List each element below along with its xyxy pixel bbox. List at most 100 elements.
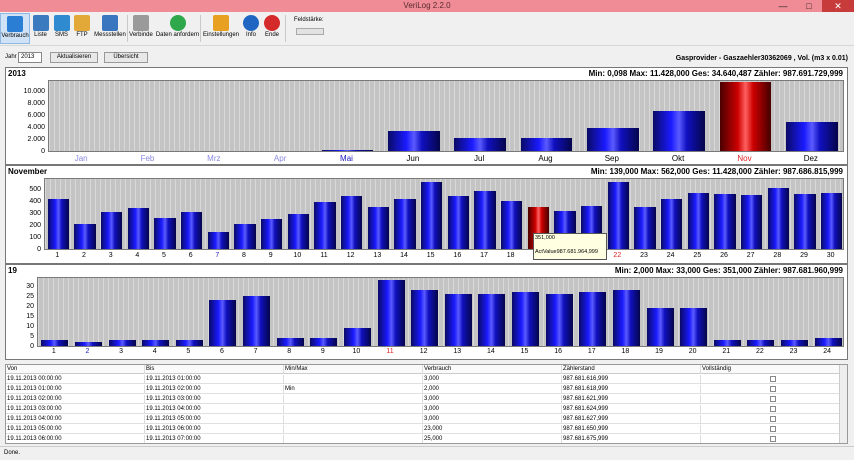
x-axis-label: 12 bbox=[346, 252, 355, 259]
chart-bar[interactable] bbox=[377, 280, 405, 346]
chart-bar[interactable] bbox=[127, 208, 149, 249]
toolbar-chart-bar-button[interactable]: Verbrauch bbox=[0, 13, 30, 44]
chart-bar[interactable] bbox=[634, 207, 656, 249]
chart-bar[interactable] bbox=[367, 207, 389, 249]
chart-bar[interactable] bbox=[545, 294, 573, 346]
year-chart-title: 2013 bbox=[8, 69, 26, 78]
chart-bar[interactable] bbox=[108, 340, 136, 346]
chart-bar[interactable] bbox=[814, 338, 842, 346]
chart-bar[interactable] bbox=[234, 223, 256, 249]
toolbar-sms-button[interactable]: SMS bbox=[51, 13, 72, 44]
table-row[interactable]: 19.11.2013 02:00:00 19.11.2013 03:00:00 3,… bbox=[6, 395, 847, 404]
close-button[interactable]: ✕ bbox=[822, 0, 854, 12]
chart-bar[interactable] bbox=[661, 198, 683, 249]
toolbar-connect-button[interactable]: Verbinde bbox=[129, 13, 153, 44]
table-row[interactable]: 19.11.2013 05:00:00 19.11.2013 06:00:00 23… bbox=[6, 425, 847, 434]
table-row[interactable]: 19.11.2013 04:00:00 19.11.2013 05:00:00 3,… bbox=[6, 415, 847, 424]
chart-bar[interactable] bbox=[261, 219, 283, 249]
chart-bar[interactable] bbox=[101, 211, 123, 249]
chart-bar[interactable] bbox=[321, 150, 374, 151]
chart-bar[interactable] bbox=[501, 201, 523, 249]
chart-bar[interactable] bbox=[209, 300, 237, 346]
maximize-button[interactable]: □ bbox=[806, 1, 812, 11]
chart-bar[interactable] bbox=[478, 294, 506, 346]
chart-bar[interactable] bbox=[444, 294, 472, 346]
column-header[interactable]: Vollständig bbox=[701, 365, 841, 374]
chart-bar[interactable] bbox=[74, 342, 102, 346]
chart-bar[interactable] bbox=[314, 202, 336, 249]
column-header[interactable]: Zählerstand bbox=[562, 365, 701, 374]
complete-checkbox[interactable] bbox=[770, 416, 776, 422]
chart-bar[interactable] bbox=[781, 340, 808, 346]
chart-bar[interactable] bbox=[181, 211, 203, 249]
chart-bar[interactable] bbox=[512, 292, 539, 346]
chart-bar[interactable] bbox=[243, 296, 270, 346]
column-header[interactable]: Min/Max bbox=[284, 365, 423, 374]
complete-checkbox[interactable] bbox=[770, 376, 776, 382]
toolbar-gear-button[interactable]: Einstellungen bbox=[202, 13, 240, 44]
chart-bar[interactable] bbox=[454, 138, 507, 151]
chart-bar[interactable] bbox=[474, 191, 496, 249]
chart-bar[interactable] bbox=[612, 290, 640, 346]
table-row[interactable]: 19.11.2013 00:00:00 19.11.2013 01:00:00 3,… bbox=[6, 375, 847, 384]
chart-bar[interactable] bbox=[411, 290, 439, 346]
chart-bar[interactable] bbox=[74, 223, 96, 249]
chart-bar[interactable] bbox=[287, 214, 309, 249]
column-header[interactable]: Von bbox=[6, 365, 145, 374]
chart-bar[interactable] bbox=[387, 131, 440, 151]
chart-bar[interactable] bbox=[175, 340, 203, 346]
chart-bar[interactable] bbox=[767, 187, 789, 249]
year-spinner[interactable]: 2013 bbox=[18, 52, 42, 63]
chart-bar[interactable] bbox=[741, 195, 763, 249]
chart-bar[interactable] bbox=[310, 338, 338, 346]
toolbar-meter-button[interactable]: Messstellen bbox=[92, 13, 128, 44]
column-header[interactable]: Bis bbox=[145, 365, 284, 374]
chart-bar[interactable] bbox=[794, 193, 816, 249]
minimize-button[interactable]: — bbox=[778, 1, 788, 11]
chart-bar[interactable] bbox=[520, 138, 573, 151]
chart-bar[interactable] bbox=[41, 340, 69, 346]
refresh-button[interactable]: Aktualisieren bbox=[50, 52, 98, 63]
toolbar-info-button[interactable]: Info bbox=[240, 13, 262, 44]
table-row[interactable]: 19.11.2013 06:00:00 19.11.2013 07:00:00 25… bbox=[6, 435, 847, 443]
toolbar-download-button[interactable]: Daten anfordern bbox=[153, 13, 202, 44]
chart-bar[interactable] bbox=[447, 196, 469, 249]
complete-checkbox[interactable] bbox=[770, 436, 776, 442]
chart-bar[interactable] bbox=[154, 217, 176, 249]
chart-bar[interactable] bbox=[276, 338, 304, 346]
chart-bar[interactable] bbox=[343, 328, 371, 346]
table-row[interactable]: 19.11.2013 03:00:00 19.11.2013 04:00:00 3,… bbox=[6, 405, 847, 414]
chart-bar[interactable] bbox=[687, 192, 709, 249]
chart-bar[interactable] bbox=[607, 181, 629, 249]
toolbar-list-button[interactable]: Liste bbox=[30, 13, 51, 44]
chart-bar[interactable] bbox=[579, 292, 607, 346]
chart-bar[interactable] bbox=[719, 82, 772, 151]
table-row[interactable]: 19.11.2013 01:00:00 19.11.2013 02:00:00 Mi… bbox=[6, 385, 847, 394]
chart-bar[interactable] bbox=[586, 128, 639, 151]
chart-bar[interactable] bbox=[821, 192, 843, 249]
toolbar-power-button[interactable]: Ende bbox=[262, 13, 282, 44]
table-scrollbar[interactable] bbox=[839, 365, 847, 443]
chart-bar[interactable] bbox=[341, 196, 363, 249]
chart-bar[interactable] bbox=[785, 121, 838, 151]
chart-bar[interactable] bbox=[680, 308, 708, 346]
chart-bar[interactable] bbox=[747, 340, 775, 346]
chart-bar[interactable] bbox=[646, 308, 674, 346]
chart-bar[interactable] bbox=[653, 110, 706, 151]
complete-checkbox[interactable] bbox=[770, 406, 776, 412]
x-axis-label: 16 bbox=[453, 252, 462, 259]
chart-bar[interactable] bbox=[714, 193, 736, 249]
chart-bar[interactable] bbox=[207, 232, 229, 249]
chart-bar[interactable] bbox=[713, 340, 741, 346]
chart-bar[interactable] bbox=[47, 198, 69, 249]
complete-checkbox[interactable] bbox=[770, 386, 776, 392]
column-header[interactable]: Verbrauch bbox=[423, 365, 562, 374]
toolbar-folder-button[interactable]: FTP bbox=[72, 13, 92, 44]
complete-checkbox[interactable] bbox=[770, 426, 776, 432]
chart-bar[interactable] bbox=[394, 198, 416, 249]
overview-button[interactable]: Übersicht bbox=[104, 52, 148, 63]
chart-bar[interactable] bbox=[421, 181, 443, 249]
chart-bar[interactable] bbox=[142, 340, 170, 346]
complete-checkbox[interactable] bbox=[770, 396, 776, 402]
table-cell: 19.11.2013 03:00:00 bbox=[145, 395, 284, 404]
